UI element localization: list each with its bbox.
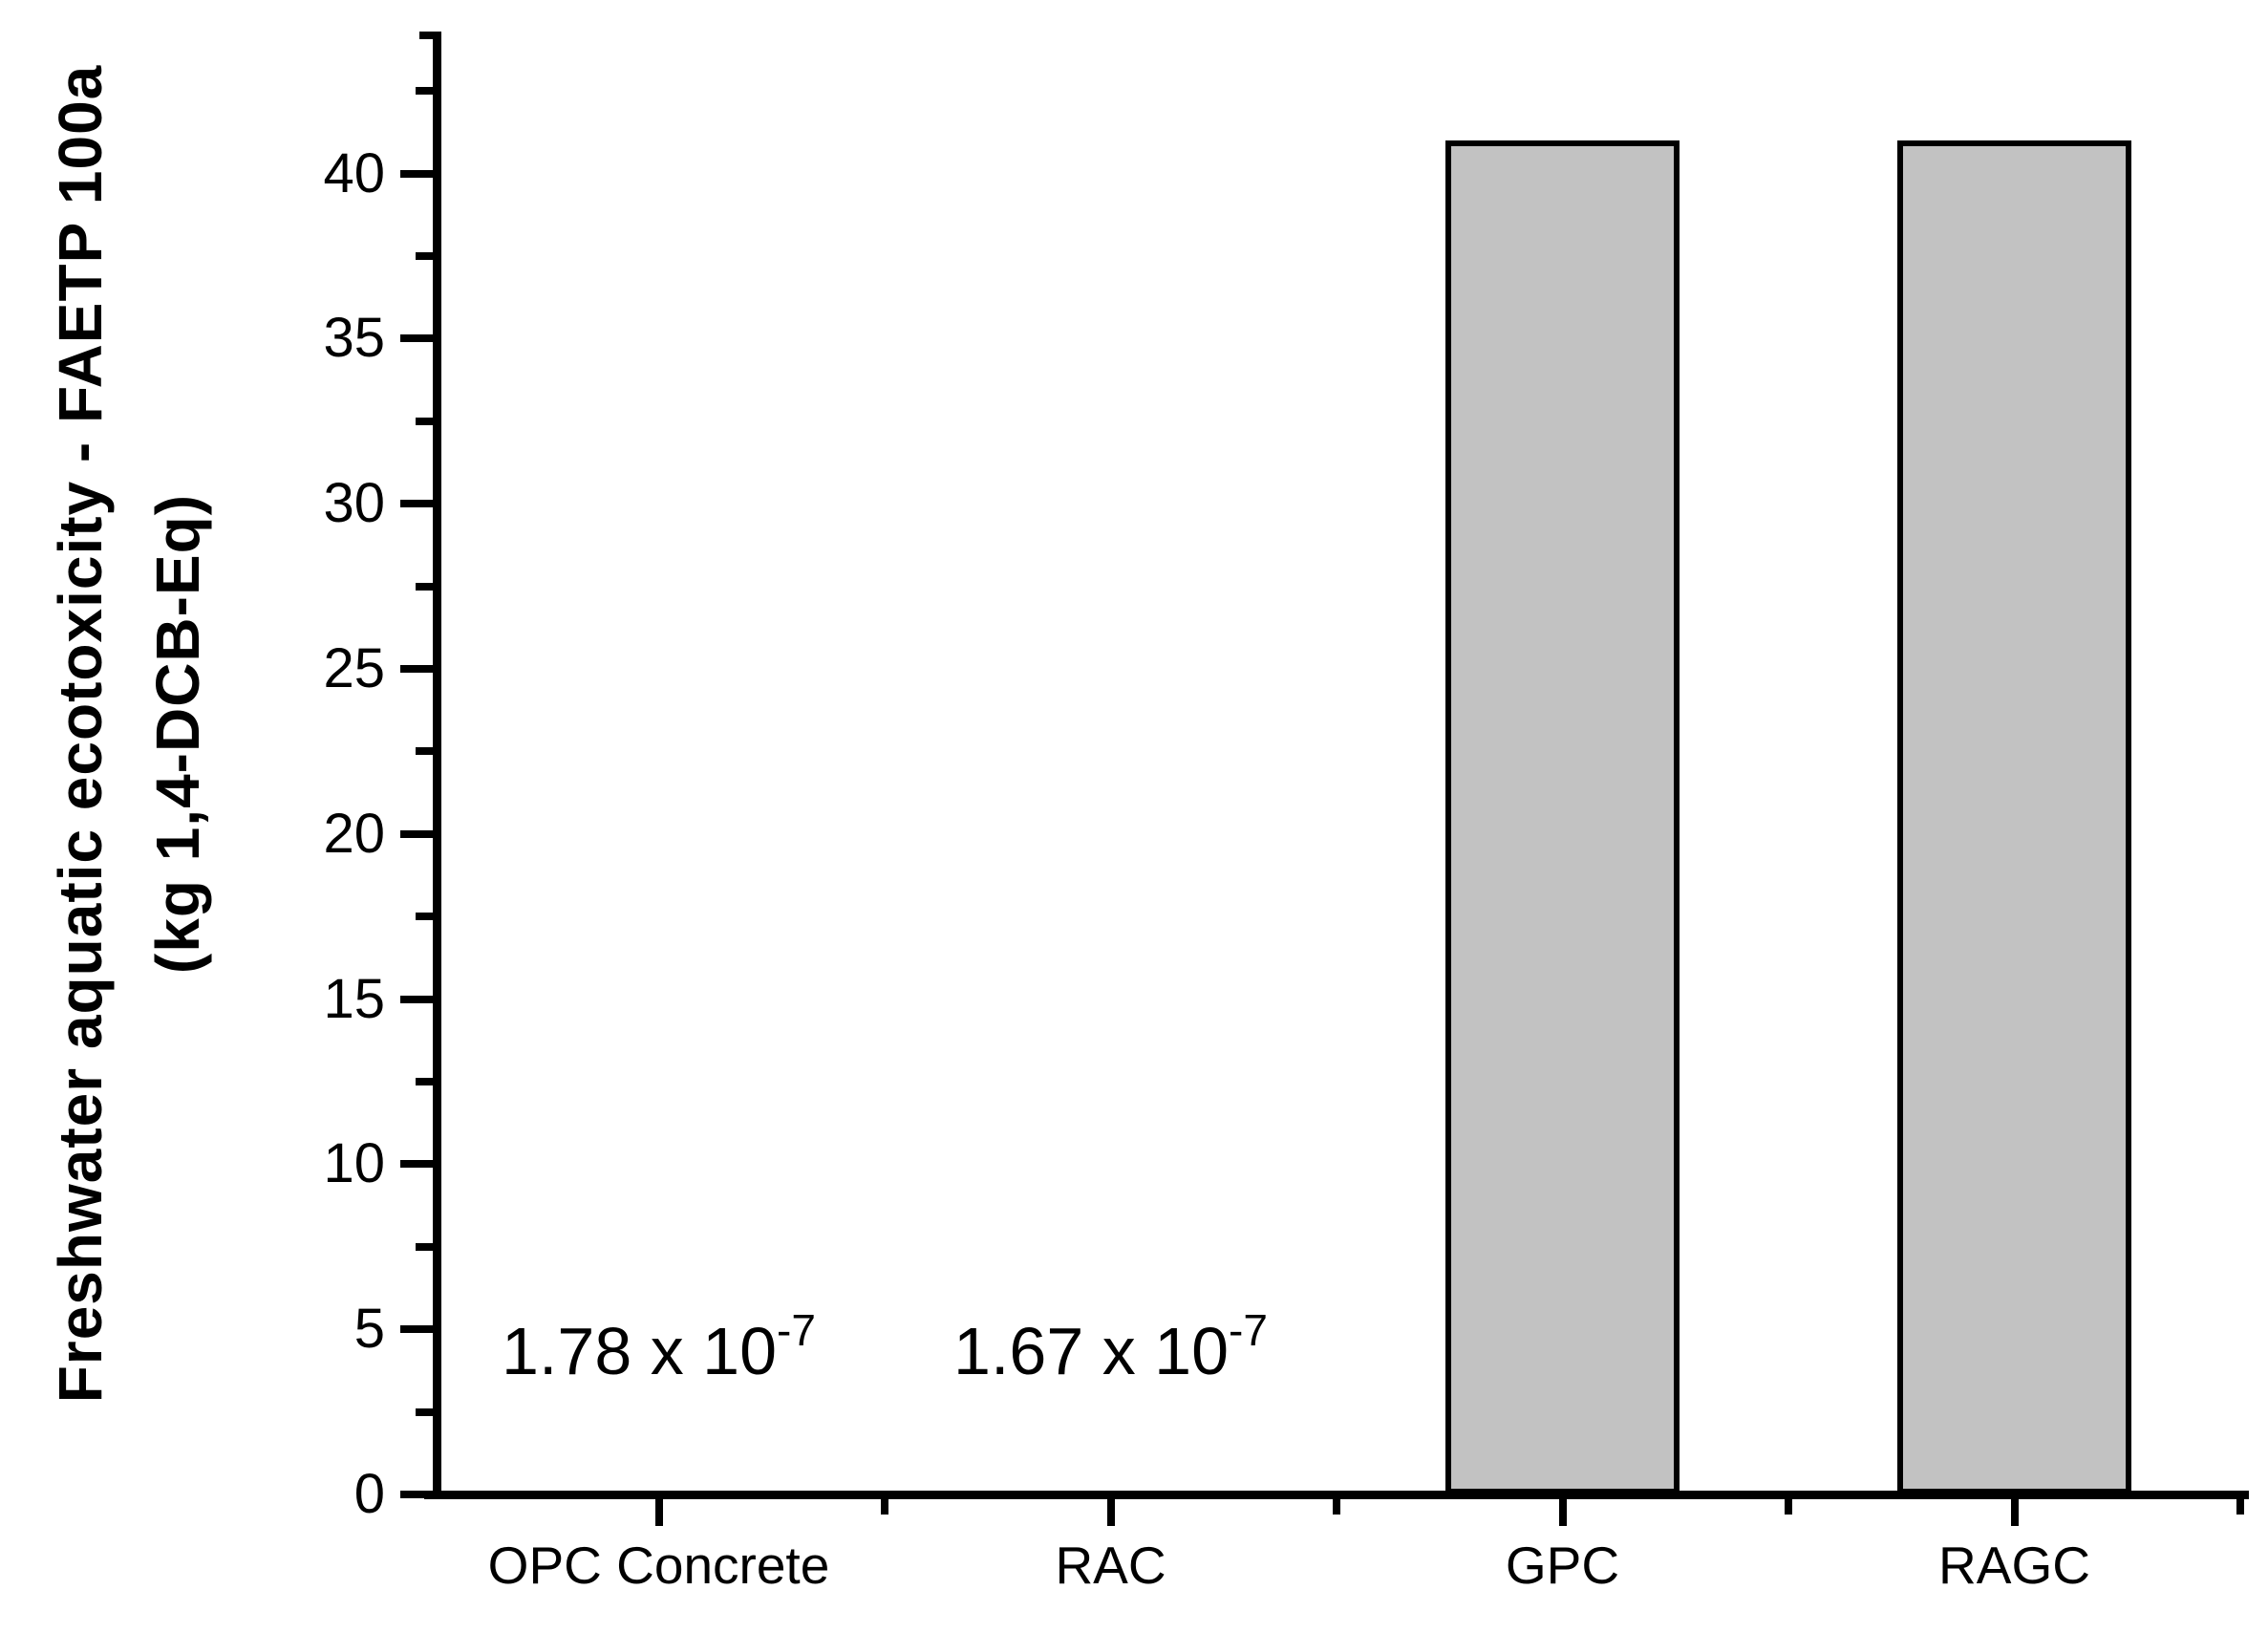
x-major-tick	[1106, 1498, 1115, 1526]
annotation-mantissa: 1.67 x 10	[953, 1314, 1230, 1388]
y-major-tick	[400, 1160, 433, 1169]
y-minor-tick	[416, 913, 433, 921]
y-tick-label: 5	[353, 1298, 385, 1361]
y-minor-tick	[416, 1407, 433, 1416]
y-minor-tick	[416, 87, 433, 96]
y-major-tick	[400, 500, 433, 508]
value-annotation: 1.78 x 10-7	[433, 1308, 885, 1389]
x-minor-tick	[1333, 1498, 1340, 1515]
x-major-tick	[1558, 1498, 1567, 1526]
y-tick-label: 35	[323, 307, 385, 370]
y-tick-label: 20	[323, 802, 385, 865]
bar	[1444, 140, 1680, 1494]
y-tick-label: 25	[323, 637, 385, 699]
y-minor-tick	[416, 747, 433, 756]
annotation-mantissa: 1.78 x 10	[502, 1314, 778, 1388]
y-minor-tick	[416, 582, 433, 591]
y-minor-tick	[416, 1242, 433, 1251]
x-category-label: RAC	[1055, 1536, 1166, 1595]
y-major-tick	[400, 169, 433, 178]
annotation-exponent: -7	[777, 1304, 816, 1355]
x-major-tick	[654, 1498, 663, 1526]
y-axis-end-tick	[419, 32, 433, 39]
y-tick-label: 0	[353, 1463, 385, 1525]
y-tick-label: 10	[323, 1132, 385, 1195]
x-category-label: GPC	[1505, 1536, 1620, 1595]
x-minor-tick	[1785, 1498, 1792, 1515]
y-axis-line	[433, 32, 441, 1499]
y-major-tick	[400, 1491, 433, 1498]
annotation-exponent: -7	[1229, 1304, 1268, 1355]
y-major-tick	[400, 334, 433, 343]
y-major-tick	[400, 995, 433, 1003]
x-axis-line	[424, 1491, 2249, 1499]
y-tick-label: 30	[323, 472, 385, 535]
y-major-tick	[400, 665, 433, 673]
x-category-label: RAGC	[1938, 1536, 2090, 1595]
x-minor-tick	[881, 1498, 888, 1515]
y-minor-tick	[416, 1078, 433, 1085]
value-annotation: 1.67 x 10-7	[885, 1308, 1337, 1389]
x-category-label: OPC Concrete	[487, 1536, 830, 1595]
y-major-tick	[400, 829, 433, 838]
y-tick-label: 40	[323, 141, 385, 204]
x-minor-tick	[2236, 1498, 2244, 1515]
y-major-tick	[400, 1325, 433, 1334]
y-tick-label: 15	[323, 967, 385, 1030]
bar	[1896, 140, 2132, 1494]
x-major-tick	[2010, 1498, 2019, 1526]
y-minor-tick	[416, 417, 433, 425]
y-minor-tick	[416, 252, 433, 260]
